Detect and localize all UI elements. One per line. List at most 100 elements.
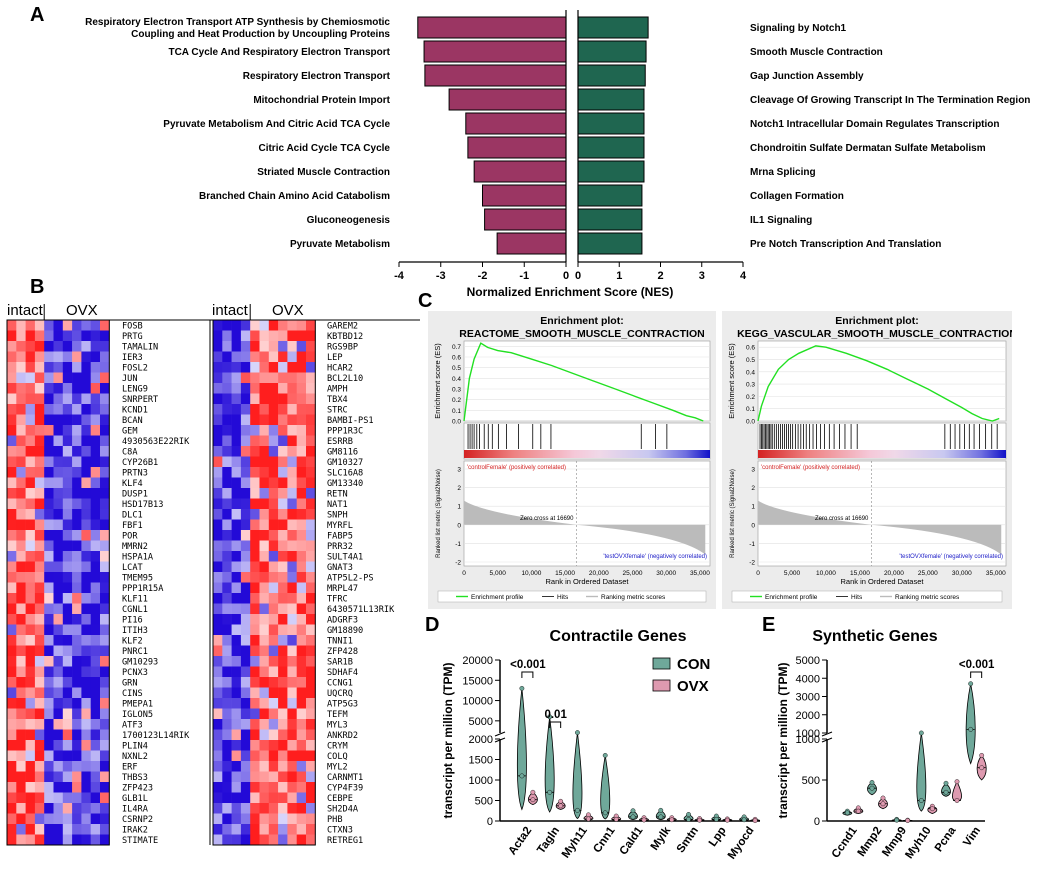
heatmap-cell [231,687,242,699]
heatmap-cell [90,330,101,342]
heatmap-cell [62,582,73,594]
y-tick-label: -2 [749,560,755,567]
y-tick-label: 0.4 [452,376,461,383]
heatmap-cell [222,551,232,562]
heatmap-cell [259,729,270,741]
heatmap-cell [287,498,297,510]
heatmap-cell [90,729,101,741]
heatmap-cell [44,435,54,447]
heatmap-cell [296,782,307,793]
heatmap-cell [16,824,26,835]
heatmap-cell [213,761,223,772]
heatmap-cell [25,656,36,667]
legend-label: OVX [677,678,709,695]
heatmap-cell [72,477,82,489]
plot-title: Enrichment plot: [540,315,623,327]
heatmap-cell [16,792,26,804]
heatmap-cell [81,393,91,405]
heatmap-cell [81,635,91,646]
heatmap-cell [72,530,82,541]
heatmap-cell [34,624,45,636]
heatmap-cell [240,603,251,615]
heatmap-cell [100,540,110,552]
enrichment-profile-line [463,342,704,422]
heatmap-cell [250,813,260,825]
heatmap-cell [268,792,279,804]
heatmap-cell [53,509,64,520]
data-point [547,789,553,795]
heatmap-cell [90,351,101,363]
gene-label: 6430571L13RIK [327,605,395,615]
panel-letter-c: C [418,290,433,312]
heatmap-cell [278,771,288,783]
heatmap-cell [44,561,54,573]
heatmap-cell [240,362,251,373]
heatmap-cell [306,372,316,384]
x-tick-label: 30,000 [952,570,972,577]
heatmap-cell [213,803,223,814]
heatmap-cell [81,729,91,741]
heatmap-cell [81,351,91,363]
heatmap-cell [44,393,54,405]
heatmap-cell [100,750,110,762]
heatmap-cell [53,824,64,835]
data-point [547,714,553,720]
heatmap-cell [25,750,36,762]
heatmap-cell [222,803,232,814]
gene-label: GM10327 [327,458,363,468]
heatmap-cell [240,330,251,342]
y-tick-label: 1000 [796,734,820,746]
heatmap-cell [250,414,260,426]
heatmap-cell [222,771,232,783]
heatmap-cell [90,404,101,415]
heatmap-cell [62,729,73,741]
heatmap-cell [100,509,110,520]
pathway-label: Pyruvate Metabolism [290,239,390,250]
heatmap-cell [25,824,36,835]
data-point [943,789,949,795]
pathway-label: Mitochondrial Protein Import [253,95,390,106]
heatmap-cell [90,519,101,531]
heatmap-cell [7,719,17,730]
gene-label: KLF11 [122,595,148,605]
heatmap-cell [268,803,279,814]
heatmap-cell [268,351,279,363]
heatmap-cell [268,582,279,594]
heatmap-cell [278,393,288,405]
gene-label: GLB1L [122,794,148,804]
heatmap-cell [7,771,17,783]
heatmap-cell [250,708,260,720]
positive-label: 'controlFemale' (positively correlated) [467,465,566,471]
nes-bar-up [577,40,647,63]
heatmap-cell [287,404,297,415]
heatmap-cell [259,677,270,688]
rank-colour-bar [464,450,710,458]
gene-label: RGS9BP [327,343,358,353]
gene-label: PRTN3 [122,469,148,479]
heatmap-cell [222,708,232,720]
heatmap-cell [268,614,279,625]
heatmap-cell [44,624,54,636]
gene-label: CTXN3 [327,826,353,836]
heatmap-cell [287,687,297,699]
heatmap-cell [44,771,54,783]
heatmap-cell [34,750,45,762]
heatmap-cell [16,582,26,594]
gene-label: ZFP423 [122,784,153,794]
heatmap-cell [25,519,36,531]
gene-label: PPP1R3C [327,427,363,437]
heatmap-cell [53,341,64,352]
heatmap-cell [231,603,242,615]
heatmap-cell [25,383,36,394]
heatmap-cell [72,824,82,835]
y-tick-label: 0.7 [452,344,461,351]
heatmap-cell [72,393,82,405]
heatmap-cell [222,614,232,625]
heatmap-cell [90,425,101,436]
heatmap-cell [72,540,82,552]
heatmap-cell [213,656,223,667]
p-value-label: 0.01 [544,709,567,721]
heatmap-cell [81,435,91,447]
heatmap-cell [250,603,260,615]
heatmap-cell [231,614,242,625]
